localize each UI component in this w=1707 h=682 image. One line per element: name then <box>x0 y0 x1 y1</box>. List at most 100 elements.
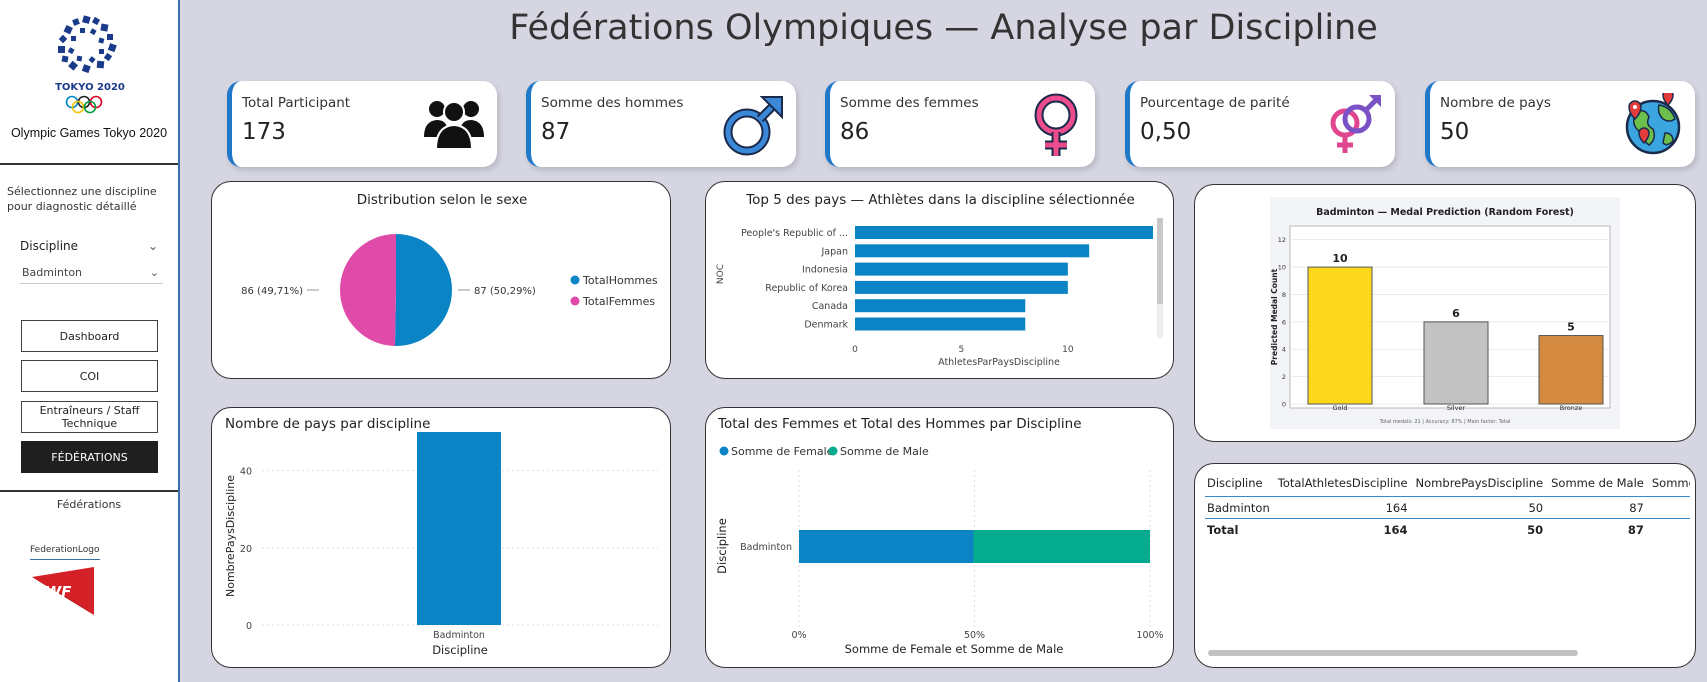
data-label: 10 <box>1332 252 1348 265</box>
brand-title: Olympic Games Tokyo 2020 <box>10 126 168 140</box>
sidebar-divider <box>0 490 178 492</box>
tick-label: 4 <box>1282 346 1286 354</box>
category-label: Silver <box>1447 404 1466 412</box>
table-cell: 164 <box>1275 518 1414 540</box>
panel-title: Top 5 des pays — Athlètes dans la discip… <box>746 192 1135 208</box>
bar[interactable] <box>855 244 1090 258</box>
bar[interactable] <box>855 262 1068 276</box>
countries-per-discipline-panel: Nombre de pays par discipline NombrePays… <box>211 407 671 668</box>
tick-label: 10 <box>1278 264 1286 272</box>
category-label: Republic of Korea <box>765 283 848 294</box>
legend-entry[interactable]: Somme de Female <box>731 445 834 458</box>
discipline-table: Discipline TotalAthletesDiscipline Nombr… <box>1205 476 1690 540</box>
x-axis-label: AthletesParPaysDiscipline <box>938 357 1060 368</box>
category-label: Badminton <box>740 542 792 553</box>
federation-logo-label: FederationLogo <box>30 545 100 555</box>
pie-slice-total-women[interactable] <box>339 234 396 346</box>
nav-coaches-button[interactable]: Entraîneurs / Staff Technique <box>21 401 158 433</box>
discipline-dropdown-value: Badminton <box>22 266 83 279</box>
tick-label: 0% <box>791 630 806 641</box>
discipline-dropdown[interactable]: Badminton ⌄ <box>20 263 163 284</box>
category-label: Badminton <box>433 630 485 641</box>
table-scrollbar[interactable] <box>1208 650 1578 656</box>
nav-federations-button[interactable]: FÉDÉRATIONS <box>21 441 158 473</box>
kpi-label: Nombre de pays <box>1440 95 1551 111</box>
table-header-cell[interactable]: Discipline <box>1207 476 1263 490</box>
table-cell: 87 <box>1549 496 1650 519</box>
pie-data-label: 87 (50,29%) <box>474 286 536 297</box>
table-cell <box>1649 496 1690 519</box>
bwf-logo-icon: BWF <box>32 567 94 615</box>
table-row[interactable]: Badminton 164 50 87 <box>1205 496 1690 519</box>
kpi-label: Somme des hommes <box>541 95 684 111</box>
legend-marker <box>719 446 729 456</box>
chevron-down-icon: ⌄ <box>149 266 159 279</box>
logo-area: TOKYO 2020 Olympic Games Tokyo 2020 <box>0 0 178 165</box>
category-label: Japan <box>821 246 849 257</box>
panel-title: Distribution selon le sexe <box>356 192 528 208</box>
sidebar: TOKYO 2020 Olympic Games Tokyo 2020 Séle… <box>0 0 180 682</box>
table-total-row: Total 164 50 87 <box>1205 518 1690 540</box>
stacked-bar-segment[interactable] <box>973 530 1150 563</box>
nav-dashboard-button[interactable]: Dashboard <box>21 320 158 352</box>
female-symbol-icon <box>1034 93 1078 156</box>
bar[interactable] <box>855 299 1026 313</box>
tick-label: 100% <box>1136 630 1163 641</box>
y-axis-label: Discipline <box>715 518 729 574</box>
tokyo-2020-emblem-icon: TOKYO 2020 <box>55 15 125 114</box>
tick-label: 0 <box>1282 401 1286 409</box>
kpi-country-count: Nombre de pays 50 <box>1425 81 1695 167</box>
bar[interactable] <box>855 317 1026 331</box>
gender-distribution-panel: Distribution selon le sexe 87 (50,29%) 8… <box>211 181 671 379</box>
gender-parity-icon <box>1330 95 1381 153</box>
table-header-cell[interactable]: TotalAthletesDiscipline <box>1277 476 1408 490</box>
legend-entry[interactable]: TotalHommes <box>582 274 658 287</box>
medal-prediction-chart: Badminton — Medal Prediction (Random For… <box>1270 197 1620 429</box>
nav-coi-button[interactable]: COI <box>21 360 158 392</box>
kpi-total-men: Somme des hommes 87 <box>526 81 796 167</box>
kpi-total-participants: Total Participant 173 <box>227 81 497 167</box>
table-header-cell[interactable]: Somme de Fe <box>1651 476 1690 490</box>
federations-title: Fédérations <box>56 498 122 511</box>
tick-label: 50% <box>964 630 985 641</box>
table-header-cell[interactable]: Somme de Male <box>1551 476 1644 490</box>
tick-label: 5 <box>959 345 965 355</box>
tick-label: 0 <box>246 621 252 632</box>
pie-data-label: 86 (49,71%) <box>241 286 303 297</box>
legend-entry[interactable]: Somme de Male <box>840 445 929 458</box>
bwf-logo-text: BWF <box>34 583 72 601</box>
legend-entry[interactable]: TotalFemmes <box>582 295 655 308</box>
medal-bar[interactable] <box>1307 266 1373 405</box>
legend-marker <box>570 275 580 285</box>
table-cell: 164 <box>1275 496 1414 519</box>
tick-label: 8 <box>1282 291 1286 299</box>
table-header-cell[interactable]: NombrePaysDiscipline <box>1415 476 1544 490</box>
stacked-bar-chart: Somme de Female Somme de Male Discipline… <box>715 445 1164 656</box>
medal-bar[interactable] <box>1423 321 1489 405</box>
medal-prediction-panel: Badminton — Medal Prediction (Random For… <box>1194 184 1696 442</box>
globe-icon <box>1625 93 1681 155</box>
x-axis-label: Discipline <box>432 643 488 657</box>
category-label: Denmark <box>804 320 848 331</box>
kpi-value: 0,50 <box>1140 119 1192 145</box>
bar[interactable] <box>855 280 1068 294</box>
tick-label: 10 <box>1062 345 1074 355</box>
scrollbar-thumb[interactable] <box>1157 218 1163 304</box>
category-label: Bronze <box>1560 404 1583 412</box>
select-hint: Sélectionnez une discipline pour diagnos… <box>7 185 157 213</box>
chevron-down-icon[interactable]: ⌄ <box>148 239 159 253</box>
kpi-value: 50 <box>1440 119 1470 145</box>
y-axis-label: NOC <box>716 264 726 284</box>
pie-slice-total-men[interactable] <box>394 234 452 346</box>
panel-title: Total des Femmes et Total des Hommes par… <box>718 416 1082 432</box>
table-cell: Badminton <box>1205 496 1276 519</box>
federation-logo-underline <box>30 559 100 560</box>
medal-chart-footnote: Total medals: 21 | Accuracy: 87% | Main … <box>1379 419 1511 425</box>
legend-marker <box>570 296 580 306</box>
bar[interactable] <box>417 432 501 625</box>
stacked-bar-segment[interactable] <box>799 530 974 563</box>
medal-chart-title: Badminton — Medal Prediction (Random For… <box>1316 207 1574 218</box>
bar[interactable] <box>855 226 1153 239</box>
medal-bar[interactable] <box>1538 335 1604 405</box>
top-countries-panel: Top 5 des pays — Athlètes dans la discip… <box>705 181 1174 379</box>
